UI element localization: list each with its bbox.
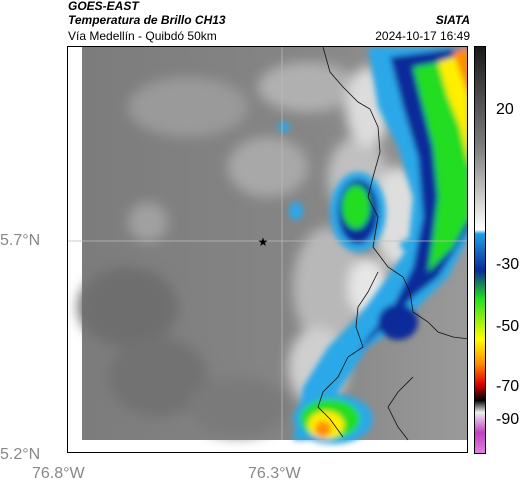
- cloud-field: ★: [68, 47, 467, 444]
- colorbar-label: -30: [496, 256, 520, 273]
- datetime-label: 2024-10-17 16:49: [375, 29, 470, 43]
- satellite-image: ★: [68, 47, 467, 452]
- x-tick-label: 76.3°W: [248, 465, 301, 482]
- title-line-1: GOES-EAST: [68, 0, 139, 13]
- y-tick-label: 5.2°N: [0, 446, 41, 463]
- map-panel: ★: [67, 46, 468, 453]
- colorbar-label: -50: [496, 318, 520, 335]
- colorbar-label: -90: [496, 411, 520, 428]
- colorbar-label: -70: [496, 378, 520, 395]
- organization-label: SIATA: [435, 13, 470, 27]
- y-tick-label: 5.7°N: [0, 232, 41, 249]
- subtitle: Vía Medellín - Quibdó 50km: [68, 29, 217, 43]
- colorbar-label: 20: [496, 101, 514, 118]
- title-line-2: Temperatura de Brillo CH13: [68, 13, 226, 27]
- location-marker: ★: [258, 235, 269, 249]
- x-tick-label: 76.8°W: [32, 465, 85, 482]
- colorbar: [474, 46, 486, 454]
